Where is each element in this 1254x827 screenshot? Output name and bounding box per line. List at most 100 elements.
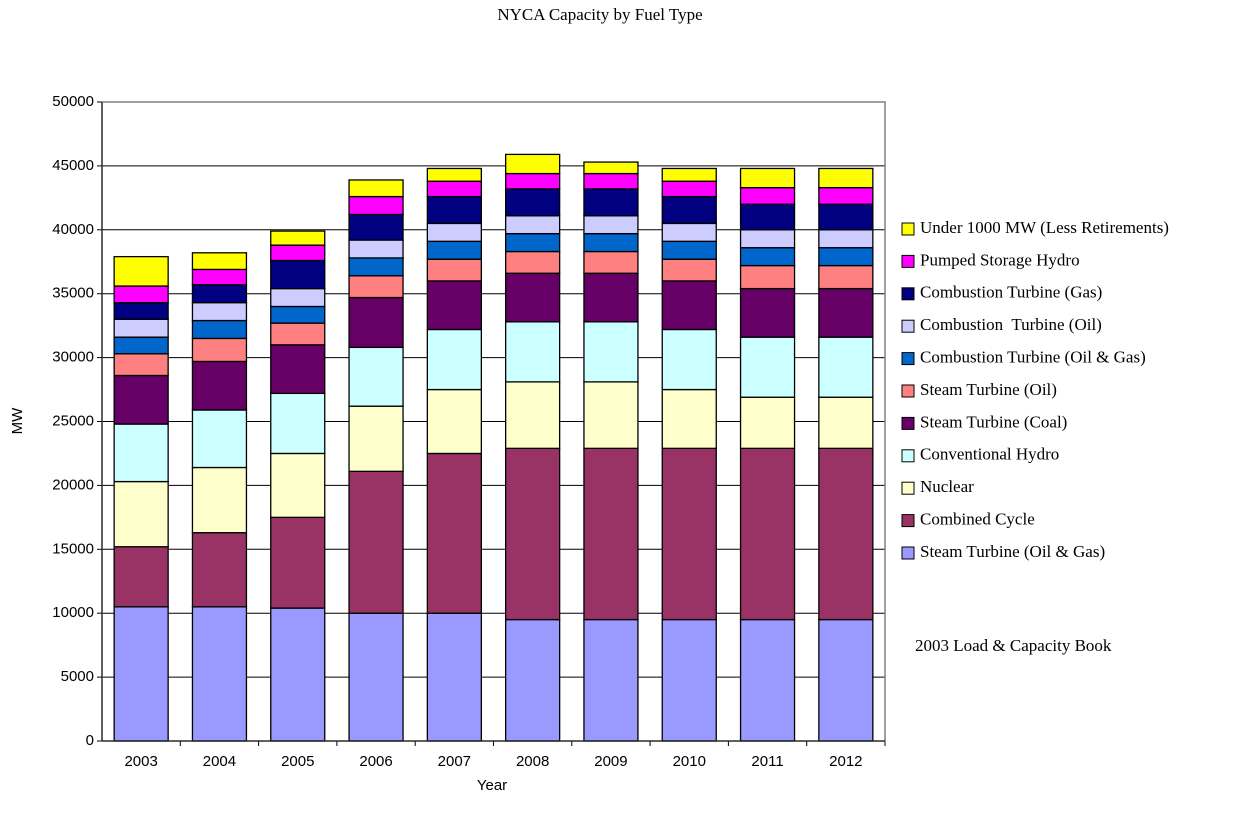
legend-label: Combustion Turbine (Oil) xyxy=(920,315,1102,334)
bar-segment xyxy=(661,328,717,391)
annotation: 2003 Load & Capacity Book xyxy=(915,636,1112,655)
bar-segment xyxy=(191,606,248,742)
bar-segment xyxy=(661,222,717,242)
legend-label: Combined Cycle xyxy=(920,510,1035,529)
bar-segment xyxy=(426,180,483,198)
bar-segment xyxy=(270,344,326,395)
bar-segment xyxy=(661,280,717,331)
bar-segment xyxy=(426,222,483,242)
bar-segment xyxy=(348,470,404,614)
y-tick-label: 50000 xyxy=(52,93,94,110)
bar-segment xyxy=(191,532,248,608)
y-tick-label: 15000 xyxy=(52,540,94,557)
x-axis-label: Year xyxy=(477,777,507,794)
bar-segment xyxy=(113,546,169,608)
bar-segment xyxy=(504,232,561,253)
bar-segment xyxy=(113,318,169,338)
x-tick-label: 2009 xyxy=(594,753,627,770)
legend-label: Steam Turbine (Oil) xyxy=(920,380,1057,399)
bar-segment xyxy=(504,215,561,235)
bar-segment xyxy=(739,186,796,205)
bar-segment xyxy=(191,252,248,271)
bar-segment xyxy=(818,203,874,231)
y-tick-label: 45000 xyxy=(52,157,94,174)
bar-segment xyxy=(348,257,404,277)
bar-segment xyxy=(504,321,561,383)
bar-segment xyxy=(739,336,796,398)
legend-label: Pumped Storage Hydro xyxy=(920,250,1080,269)
legend-swatch xyxy=(901,352,915,366)
bar-segment xyxy=(113,336,169,355)
bar-segment xyxy=(348,195,404,216)
legend-swatch xyxy=(901,319,915,333)
y-tick-label: 20000 xyxy=(52,476,94,493)
bar-segment xyxy=(270,287,326,308)
bar-segment xyxy=(426,612,483,742)
bar-segment xyxy=(504,172,561,190)
bar-segment xyxy=(504,188,561,217)
bar-segment xyxy=(739,203,796,231)
bar-segment xyxy=(348,213,404,241)
bar-segment xyxy=(191,409,248,469)
bar-segment xyxy=(191,319,248,340)
bar-segment xyxy=(426,195,483,225)
bar-segment xyxy=(191,360,248,411)
legend-swatch xyxy=(901,449,915,463)
bar-segment xyxy=(426,258,483,282)
bar-segment xyxy=(661,195,717,225)
bar-segment xyxy=(818,247,874,267)
bar-segment xyxy=(270,244,326,262)
bar-segment xyxy=(270,230,326,246)
bar-segment xyxy=(583,321,639,383)
legend-swatch xyxy=(901,514,915,528)
y-tick-label: 10000 xyxy=(52,604,94,621)
bar-segment xyxy=(739,247,796,267)
bar-segment xyxy=(661,167,717,182)
bar-segment xyxy=(583,618,639,742)
legend-swatch xyxy=(901,416,915,430)
legend-swatch xyxy=(901,222,915,236)
bar-segment xyxy=(270,259,326,290)
chart-title: NYCA Capacity by Fuel Type xyxy=(497,5,702,24)
bar-segment xyxy=(504,381,561,449)
bar-segment xyxy=(504,153,561,175)
bar-segment xyxy=(348,179,404,198)
bar-segment xyxy=(739,396,796,449)
y-tick-label: 0 xyxy=(86,732,94,749)
bar-segment xyxy=(583,381,639,449)
bar-segment xyxy=(504,447,561,621)
bar-segment xyxy=(583,272,639,323)
bar-segment xyxy=(818,264,874,290)
legend-label: Under 1000 MW (Less Retirements) xyxy=(920,218,1169,237)
bar-segment xyxy=(270,305,326,324)
bar-segment xyxy=(504,618,561,742)
bar-segment xyxy=(426,452,483,614)
bar-segment xyxy=(191,466,248,534)
bar-segment xyxy=(191,268,248,286)
bar-segment xyxy=(113,423,169,483)
legend-label: Combustion Turbine (Gas) xyxy=(920,283,1102,302)
x-tick-label: 2010 xyxy=(673,753,706,770)
y-tick-label: 5000 xyxy=(61,668,94,685)
x-tick-label: 2005 xyxy=(281,753,314,770)
bar-segment xyxy=(113,285,169,304)
bar-segment xyxy=(270,452,326,519)
legend-label: Conventional Hydro xyxy=(920,445,1059,464)
bar-segment xyxy=(348,239,404,259)
bar-segment xyxy=(426,167,483,182)
x-tick-label: 2011 xyxy=(751,753,783,770)
bar-segment xyxy=(661,618,717,742)
bar-segment xyxy=(739,447,796,621)
bar-segment xyxy=(270,392,326,455)
bar-segment xyxy=(426,240,483,260)
bar-segment xyxy=(426,280,483,331)
legend-swatch xyxy=(901,287,915,301)
bar-segment xyxy=(818,287,874,338)
bar-segment xyxy=(113,606,169,742)
y-tick-label: 25000 xyxy=(52,412,94,429)
bar-segment xyxy=(818,229,874,249)
bar-segment xyxy=(583,447,639,621)
legend-swatch xyxy=(901,481,915,495)
bar-segment xyxy=(504,272,561,323)
